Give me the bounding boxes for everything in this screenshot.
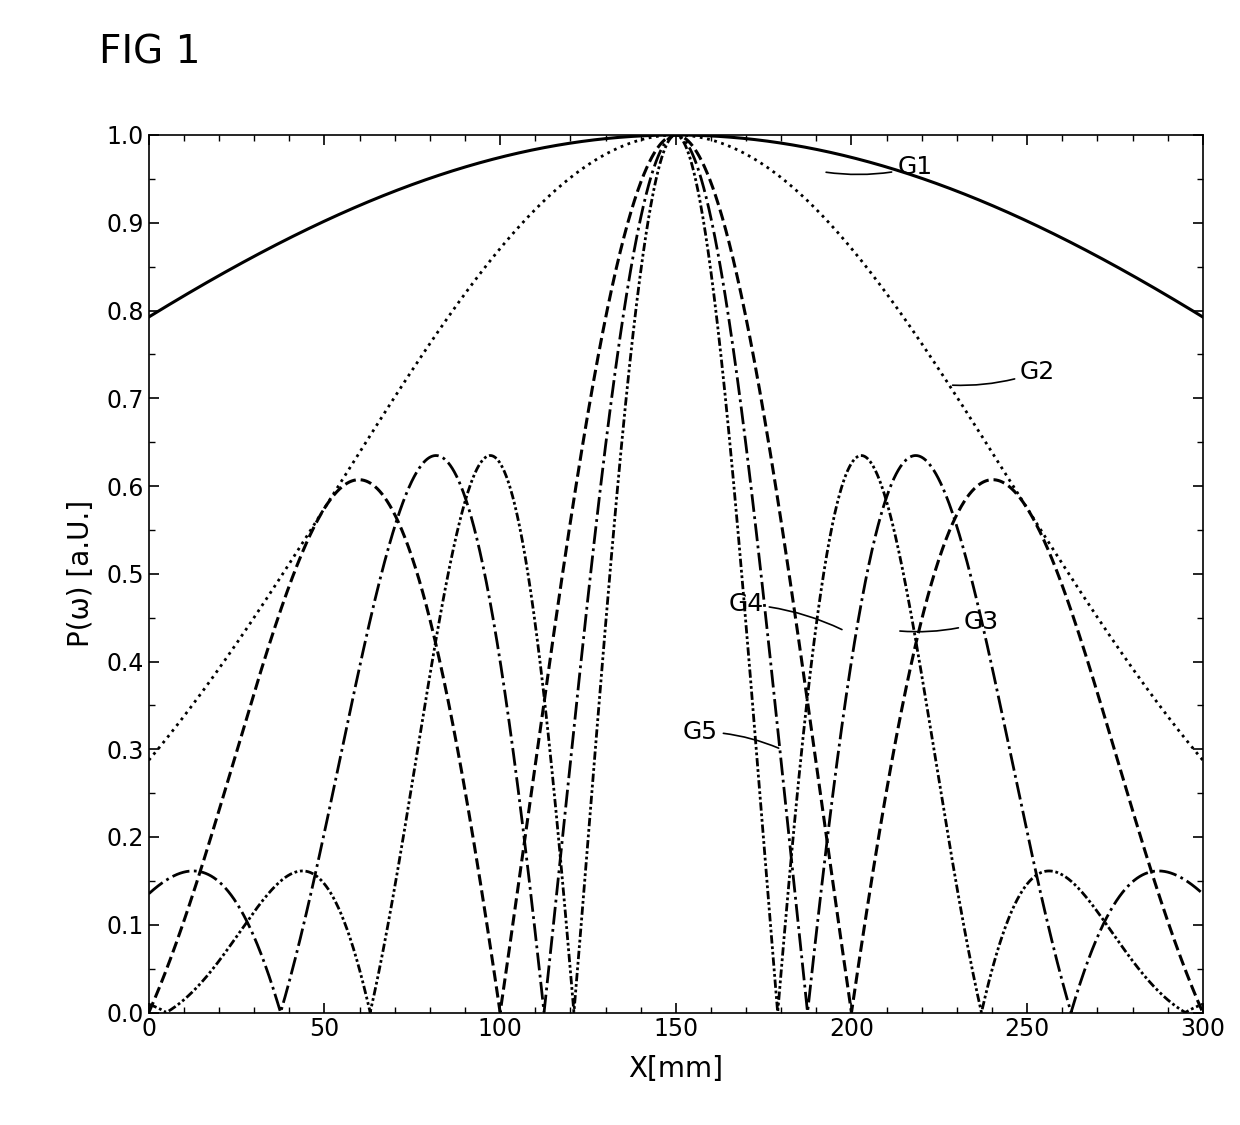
Text: G5: G5 <box>683 720 779 748</box>
Y-axis label: P(ω) [a.U.]: P(ω) [a.U.] <box>67 501 95 647</box>
Text: G4: G4 <box>729 593 842 630</box>
Text: G1: G1 <box>826 155 932 180</box>
X-axis label: X[mm]: X[mm] <box>629 1055 723 1083</box>
Text: FIG 1: FIG 1 <box>99 34 201 72</box>
Text: G3: G3 <box>900 610 999 634</box>
Text: G2: G2 <box>952 360 1055 386</box>
